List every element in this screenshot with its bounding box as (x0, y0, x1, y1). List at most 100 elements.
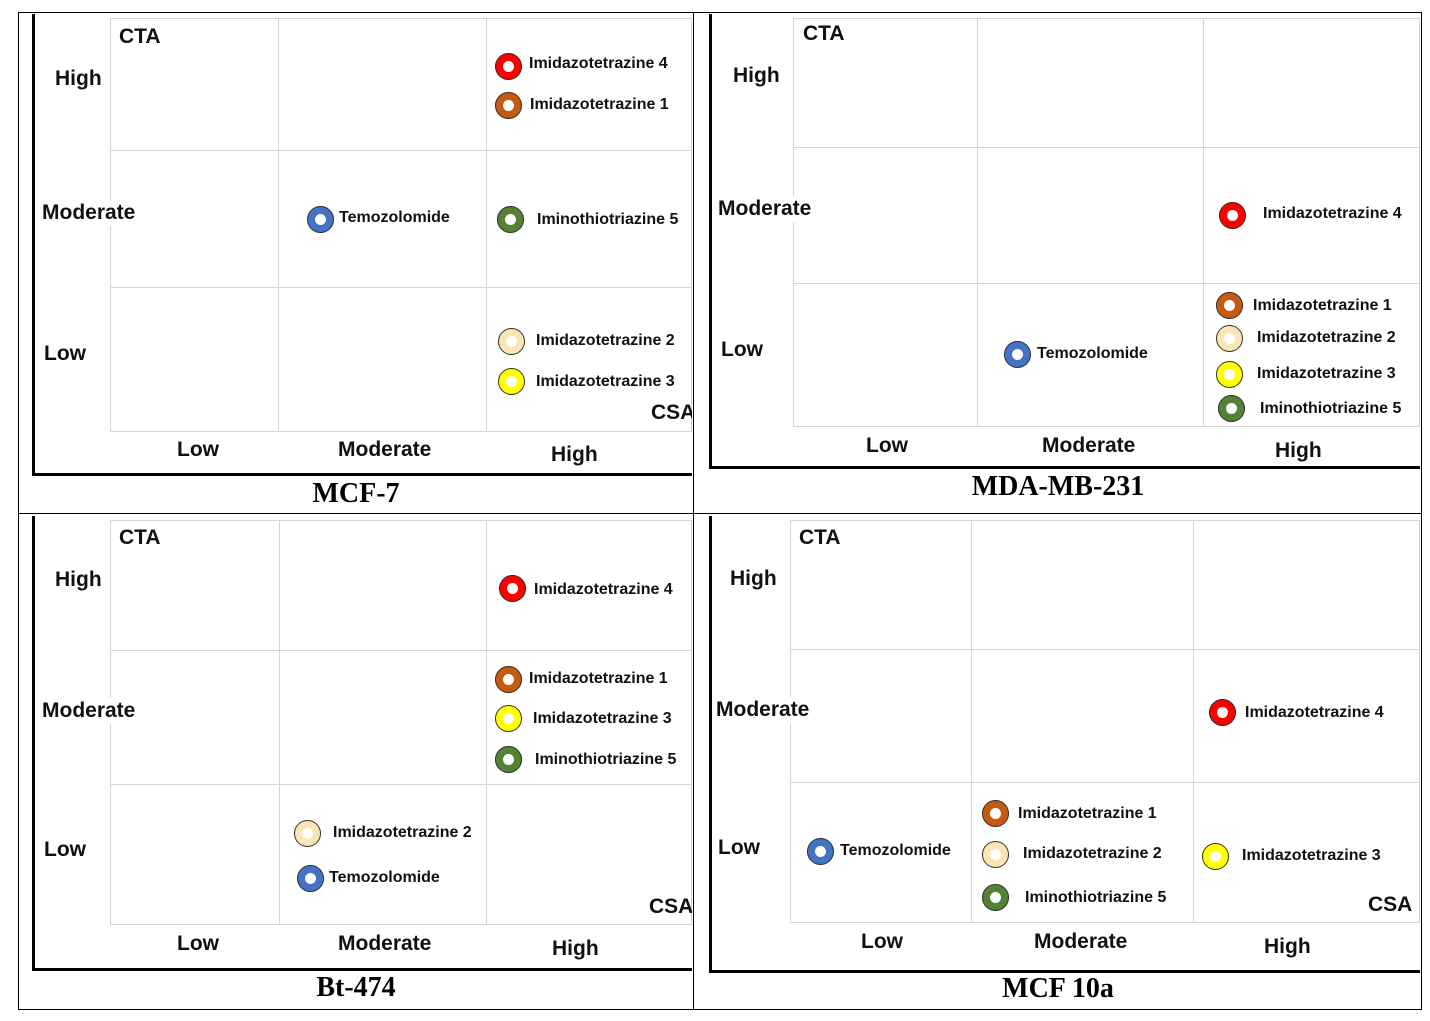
gridline-horizontal (110, 784, 692, 785)
gridline-vertical (278, 18, 279, 432)
axis-frame-left (709, 14, 712, 469)
data-point-label: Imidazotetrazine 4 (529, 55, 668, 72)
y-tick-label: High (731, 63, 782, 89)
data-point-label: Temozolomide (329, 869, 440, 886)
data-point-label: Imidazotetrazine 1 (530, 96, 669, 113)
data-point-label: Imidazotetrazine 4 (1263, 205, 1402, 222)
y-tick-label: Moderate (40, 200, 138, 226)
y-tick-label: High (53, 66, 104, 92)
gridline-horizontal (110, 650, 692, 651)
panel-title: MCF 10a (1002, 973, 1114, 1004)
data-point-label: Imidazotetrazine 1 (1253, 297, 1392, 314)
gridline-vertical (486, 18, 487, 432)
gridline-vertical (486, 520, 487, 925)
data-point-marker (806, 837, 834, 865)
data-point-marker (306, 205, 334, 233)
y-tick-label: Low (719, 337, 765, 363)
data-point-label: Temozolomide (840, 842, 951, 859)
plot-area (110, 520, 692, 925)
gridline-vertical (279, 520, 280, 925)
cell-divider-horizontal (18, 513, 1422, 514)
data-point-label: Iminothiotriazine 5 (535, 751, 677, 768)
plot-area (790, 520, 1420, 923)
y-axis-name: CTA (119, 25, 161, 48)
data-point-label: Temozolomide (339, 209, 450, 226)
data-point-label: Imidazotetrazine 1 (529, 670, 668, 687)
data-point-label: Iminothiotriazine 5 (537, 211, 679, 228)
axis-frame-left (709, 516, 712, 973)
panel-title: MDA-MB-231 (971, 471, 1145, 502)
data-point-marker (981, 799, 1009, 827)
data-point-marker (296, 864, 324, 892)
data-point-marker (981, 840, 1009, 868)
y-axis-name: CTA (803, 22, 845, 45)
data-point-marker (1217, 394, 1245, 422)
y-tick-label: High (53, 567, 104, 593)
data-point-label: Imidazotetrazine 3 (1257, 365, 1396, 382)
x-tick-label: Low (866, 434, 908, 458)
axis-frame-bottom (32, 473, 692, 476)
data-point-label: Imidazotetrazine 4 (534, 581, 673, 598)
data-point-marker (494, 745, 522, 773)
figure-outer-border (18, 12, 1422, 1010)
x-tick-label: High (1264, 935, 1311, 959)
data-point-label: Imidazotetrazine 4 (1245, 704, 1384, 721)
gridline-horizontal (110, 150, 692, 151)
gridline-horizontal (793, 147, 1420, 148)
gridline-vertical (1193, 520, 1194, 923)
data-point-marker (1003, 340, 1031, 368)
data-point-label: Imidazotetrazine 2 (536, 332, 675, 349)
data-point-marker (1208, 698, 1236, 726)
y-tick-label: Low (716, 835, 762, 861)
data-point-label: Imidazotetrazine 2 (1023, 845, 1162, 862)
data-point-marker (498, 574, 526, 602)
axis-frame-bottom (709, 466, 1420, 469)
data-point-marker (497, 367, 525, 395)
axis-frame-left (32, 516, 35, 971)
x-tick-label: Moderate (1042, 434, 1136, 458)
data-point-marker (1201, 842, 1229, 870)
data-point-marker (1215, 291, 1243, 319)
gridline-horizontal (790, 782, 1420, 783)
x-tick-label: Low (177, 932, 219, 956)
x-tick-label: Moderate (1034, 930, 1128, 954)
data-point-marker (494, 91, 522, 119)
y-tick-label: Moderate (714, 697, 812, 723)
y-tick-label: High (728, 566, 779, 592)
data-point-label: Imidazotetrazine 2 (333, 824, 472, 841)
y-tick-label: Low (42, 837, 88, 863)
cell-divider-vertical (693, 12, 694, 1010)
data-point-marker (981, 883, 1009, 911)
data-point-marker (293, 819, 321, 847)
data-point-label: Imidazotetrazine 1 (1018, 805, 1157, 822)
panel-title: Bt-474 (316, 972, 396, 1003)
gridline-vertical (1203, 18, 1204, 427)
gridline-horizontal (110, 287, 692, 288)
x-tick-label: High (551, 443, 598, 467)
gridline-vertical (971, 520, 972, 923)
data-point-marker (494, 704, 522, 732)
gridline-horizontal (790, 649, 1420, 650)
data-point-label: Imidazotetrazine 3 (1242, 847, 1381, 864)
x-tick-label: Moderate (338, 438, 432, 462)
data-point-label: Iminothiotriazine 5 (1260, 400, 1402, 417)
x-axis-name: CSA (1368, 893, 1413, 916)
x-tick-label: Moderate (338, 932, 432, 956)
plot-area (793, 18, 1420, 427)
plot-area (110, 18, 692, 432)
data-point-label: Imidazotetrazine 2 (1257, 329, 1396, 346)
data-point-marker (494, 665, 522, 693)
data-point-label: Iminothiotriazine 5 (1025, 889, 1167, 906)
data-point-label: Temozolomide (1037, 345, 1148, 362)
data-point-marker (1215, 324, 1243, 352)
x-tick-label: High (552, 937, 599, 961)
gridline-vertical (977, 18, 978, 427)
x-tick-label: Low (861, 930, 903, 954)
axis-frame-bottom (709, 970, 1420, 973)
panel-title: MCF-7 (312, 478, 400, 509)
axis-frame-bottom (32, 968, 692, 971)
